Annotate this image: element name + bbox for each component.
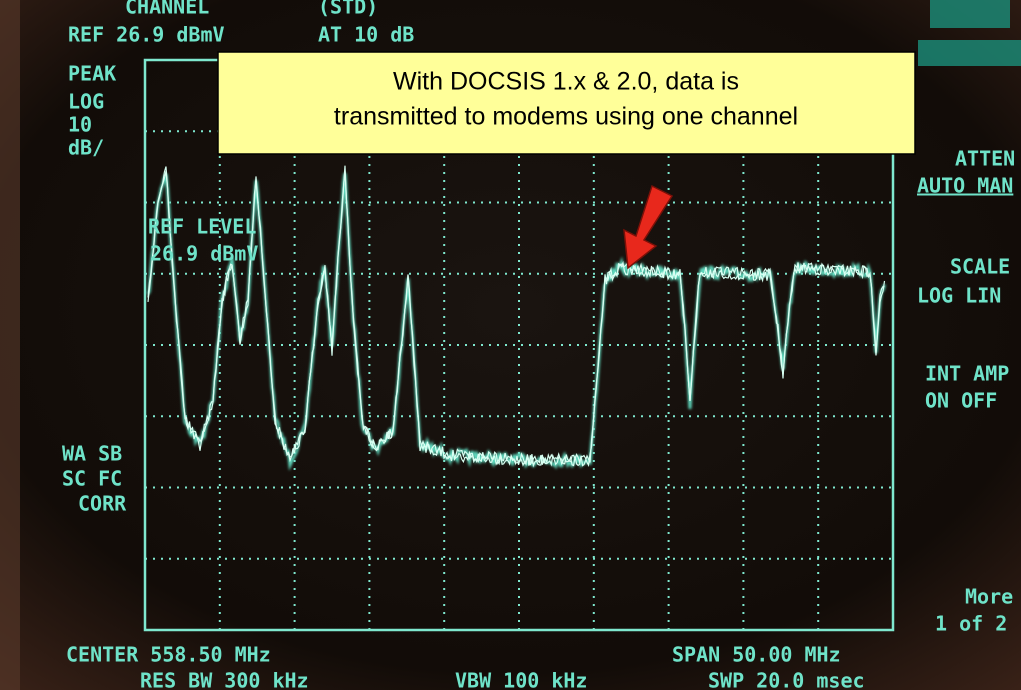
atten-text: AT 10 dB: [318, 23, 414, 47]
softkey: ON OFF: [925, 389, 997, 413]
ref-level: 26.9 dBmV: [150, 242, 258, 266]
softkey: SCALE: [950, 255, 1010, 279]
left-label: LOG: [68, 90, 104, 114]
footer-text: SPAN 50.00 MHz: [672, 643, 841, 667]
left-label: dB/: [68, 136, 104, 160]
softkey: INT AMP: [925, 362, 1009, 386]
footer-text: RES BW 300 kHz: [140, 669, 309, 690]
softkey: AUTO MAN: [917, 174, 1013, 198]
footer-text: VBW 100 kHz: [455, 669, 587, 690]
ref-text: REF 26.9 dBmV: [68, 23, 225, 47]
bezel-edge: [0, 0, 20, 690]
callout-text: With DOCSIS 1.x & 2.0, data is: [393, 68, 739, 96]
header-text: CHANNEL: [125, 0, 209, 19]
header-text: (STD): [318, 0, 378, 19]
softkey-highlight: [930, 0, 1010, 28]
photo: CHANNEL (STD) REF 26.9 dBmV AT 10 dB PEA…: [0, 0, 1021, 690]
softkey-highlight: [918, 40, 1021, 66]
left-label: 10: [68, 113, 92, 137]
softkey: More: [965, 585, 1013, 609]
softkey: ATTEN: [955, 147, 1015, 171]
ref-level: REF LEVEL: [148, 215, 256, 239]
callout-text: transmitted to modems using one channel: [334, 103, 798, 131]
left-label: PEAK: [68, 62, 116, 86]
footer-text: CENTER 558.50 MHz: [66, 643, 271, 667]
softkey: LOG LIN: [917, 284, 1001, 308]
correction-label: WA SB: [62, 442, 122, 466]
callout: With DOCSIS 1.x & 2.0, data is transmitt…: [218, 52, 915, 154]
correction-label: SC FC: [62, 467, 122, 491]
correction-label: CORR: [78, 492, 127, 516]
footer-text: SWP 20.0 msec: [708, 669, 865, 690]
softkey: 1 of 2: [935, 612, 1007, 636]
